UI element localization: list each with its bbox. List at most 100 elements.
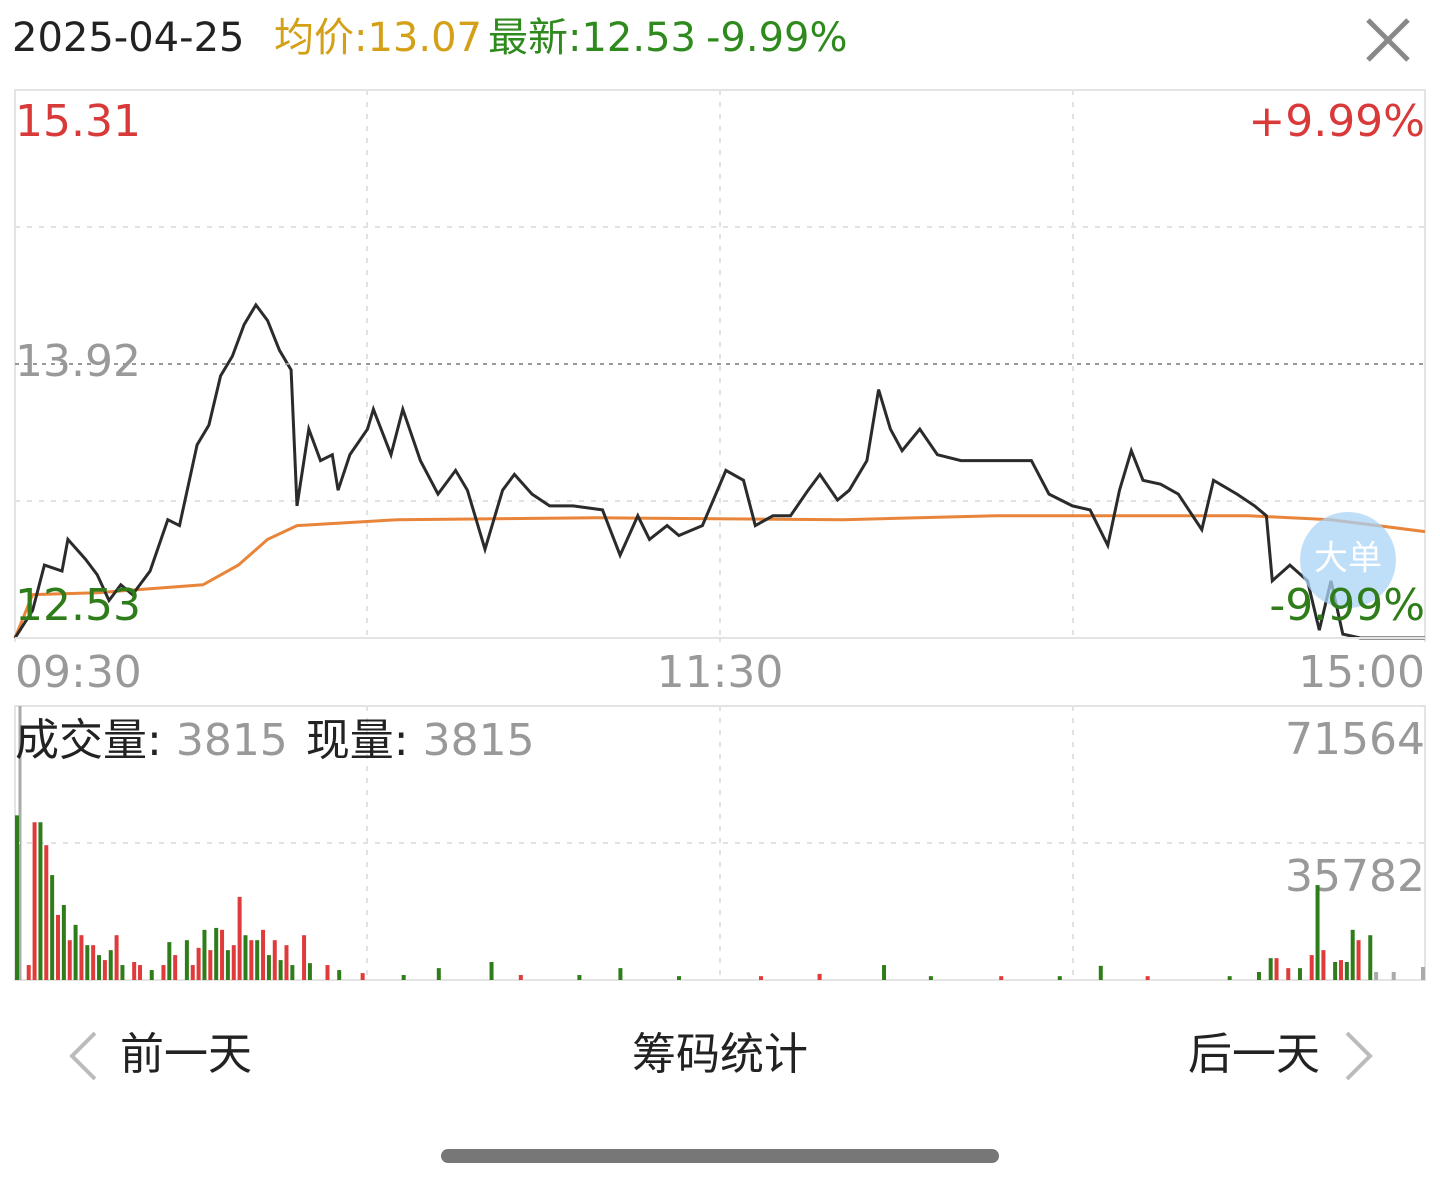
- title-value: 3815: [176, 715, 288, 766]
- y-tick-label: 71564: [1285, 714, 1425, 765]
- volume-bar: [272, 940, 277, 980]
- volume-bar: [618, 968, 623, 980]
- volume-bar: [85, 945, 90, 980]
- volume-bar: [1391, 971, 1396, 980]
- volume-bar: [261, 929, 266, 980]
- x-tick-label: 09:30: [15, 647, 142, 698]
- avg-price: 均价:13.07: [274, 15, 482, 61]
- volume-bar: [1356, 940, 1361, 980]
- volume-bar: [138, 965, 143, 980]
- volume-bar: [102, 960, 107, 980]
- volume-bar: [173, 955, 178, 980]
- change: -9.99%: [706, 15, 848, 61]
- volume-bar: [132, 962, 137, 980]
- volume-bar: [214, 927, 219, 980]
- volume-bar: [302, 935, 307, 980]
- x-tick-label: 11:30: [657, 647, 784, 698]
- volume-bar: [15, 815, 19, 980]
- volume-bar: [120, 965, 125, 980]
- volume-bar: [1297, 968, 1302, 980]
- volume-bar: [1268, 958, 1273, 980]
- volume-bar: [1098, 965, 1103, 980]
- volume-bar: [1338, 960, 1343, 980]
- volume-bar: [1368, 935, 1373, 980]
- volume-bar: [1350, 929, 1355, 980]
- volume-bar: [190, 965, 195, 980]
- volume-bar: [284, 945, 289, 980]
- next-day[interactable]: 后一天: [1188, 1029, 1373, 1081]
- volume-bar: [97, 955, 102, 980]
- volume-bar: [79, 935, 84, 980]
- volume-bar: [149, 970, 154, 980]
- volume-bar: [1227, 976, 1232, 980]
- volume-bar: [67, 940, 72, 980]
- latest-price: 最新:12.53: [488, 15, 696, 61]
- volume-bar: [1057, 976, 1062, 980]
- y-tick-label: 35782: [1285, 851, 1425, 902]
- volume-bar: [1344, 962, 1349, 980]
- volume-bar: [928, 976, 933, 980]
- big-order-label: 大单: [1314, 539, 1382, 579]
- volume-bar: [231, 945, 236, 980]
- volume-bar: [1256, 971, 1261, 980]
- volume-bar: [114, 935, 119, 980]
- prev-day[interactable]: 前一天: [69, 1029, 252, 1081]
- volume-bar: [225, 950, 230, 980]
- volume-bar: [1286, 968, 1291, 980]
- volume-bar: [220, 929, 225, 980]
- volume-bar: [196, 947, 201, 980]
- y-tick-label: 13.92: [15, 336, 141, 387]
- home-indicator: [441, 1149, 999, 1163]
- volume-bar: [577, 975, 582, 980]
- date: 2025-04-25: [12, 15, 244, 61]
- volume-bar: [337, 970, 342, 980]
- volume-bar: [32, 822, 37, 980]
- volume-bar: [91, 945, 96, 980]
- pct-label: +9.99%: [1248, 96, 1425, 147]
- y-tick-label: 12.53: [15, 580, 141, 631]
- subtitle: 现量:: [306, 715, 409, 766]
- pct-label: -9.99%: [1269, 580, 1425, 631]
- volume-bar: [1333, 962, 1338, 980]
- volume-bar: [278, 960, 283, 980]
- volume-bar: [26, 965, 31, 980]
- volume-bar: [882, 965, 887, 980]
- volume-bar: [1374, 971, 1379, 980]
- big-order-button[interactable]: 大单: [1300, 512, 1396, 608]
- volume-bar: [237, 896, 242, 980]
- price-line: [13, 302, 1425, 640]
- volume-bar: [817, 973, 822, 980]
- volume-bar: [208, 950, 213, 980]
- volume-bar: [167, 942, 172, 980]
- close-button[interactable]: [1366, 18, 1410, 62]
- next-label: 后一天: [1188, 1029, 1320, 1080]
- volume-bar: [50, 875, 55, 980]
- volume-bar: [56, 914, 61, 980]
- title: 成交量:: [15, 715, 162, 766]
- volume-bar: [436, 968, 441, 980]
- volume-bar: [325, 965, 330, 980]
- volume-bar: [518, 975, 523, 980]
- volume-bar: [266, 955, 271, 980]
- layout-grid: [15, 90, 1425, 980]
- volume-bar: [759, 976, 764, 980]
- volume-bar: [249, 940, 254, 980]
- volume-bar: [307, 963, 312, 980]
- volume-bar: [255, 940, 260, 980]
- subtitle-value: 3815: [423, 715, 535, 766]
- volume-bar: [1145, 976, 1150, 980]
- volume-bar: [73, 924, 78, 980]
- volume-bar: [184, 940, 189, 980]
- chips-stats[interactable]: 筹码统计: [632, 1029, 808, 1080]
- volume-bar: [360, 973, 365, 980]
- volume-bar: [108, 950, 113, 980]
- volume-bar: [161, 965, 166, 980]
- volume-bar: [1309, 955, 1314, 980]
- volume-bar: [61, 904, 66, 980]
- volume-bar: [243, 935, 248, 980]
- volume-bar: [999, 976, 1004, 980]
- volume-bar: [202, 929, 207, 980]
- volume-bar: [38, 822, 43, 980]
- volume-bar: [489, 962, 494, 980]
